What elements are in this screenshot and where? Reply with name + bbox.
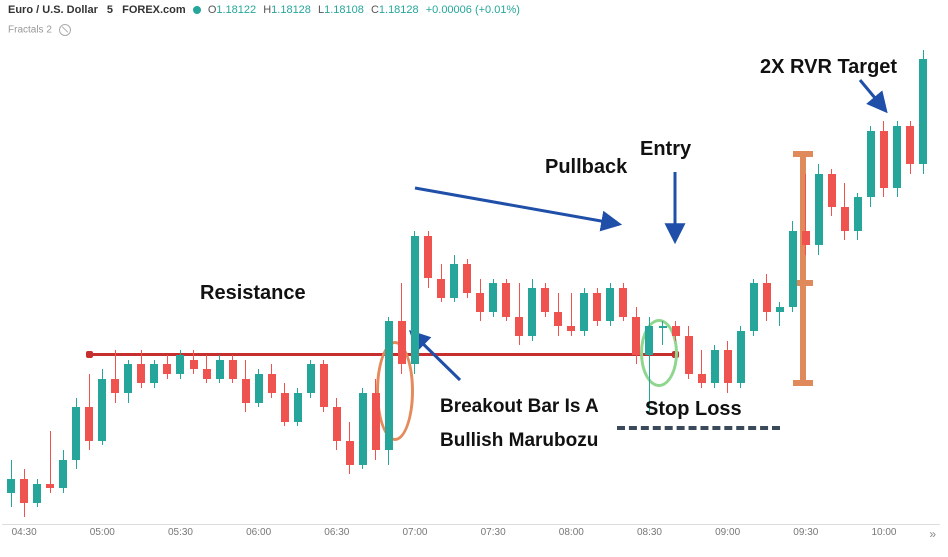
candle xyxy=(828,40,836,517)
label-pullback: Pullback xyxy=(545,156,627,179)
breakout-highlight-ellipse[interactable] xyxy=(376,341,414,441)
candle xyxy=(20,40,28,517)
candle xyxy=(398,40,406,517)
candle xyxy=(880,40,888,517)
candle xyxy=(359,40,367,517)
candle xyxy=(776,40,784,517)
candle xyxy=(789,40,797,517)
x-tick: 07:00 xyxy=(402,527,427,538)
candle xyxy=(424,40,432,517)
x-tick: 05:00 xyxy=(90,527,115,538)
candle xyxy=(229,40,237,517)
label-stoploss: Stop Loss xyxy=(645,398,742,421)
label-target: 2X RVR Target xyxy=(760,56,897,79)
candle xyxy=(85,40,93,517)
time-axis: » 04:30 05:00 05:30 06:00 06:30 07:00 07:30 08:… xyxy=(2,524,940,557)
candle xyxy=(606,40,614,517)
candle xyxy=(372,40,380,517)
candle xyxy=(320,40,328,517)
candle xyxy=(672,40,680,517)
candle xyxy=(150,40,158,517)
candle xyxy=(619,40,627,517)
candle xyxy=(163,40,171,517)
label-entry: Entry xyxy=(640,138,691,161)
candle xyxy=(919,40,927,517)
x-tick: 08:30 xyxy=(637,527,662,538)
status-dot xyxy=(193,6,201,14)
indicator-name: Fractals 2 xyxy=(8,25,52,36)
x-tick: 09:30 xyxy=(793,527,818,538)
candle xyxy=(190,40,198,517)
candle xyxy=(203,40,211,517)
candle xyxy=(724,40,732,517)
candle xyxy=(98,40,106,517)
candle xyxy=(124,40,132,517)
candle xyxy=(33,40,41,517)
x-tick: 10:00 xyxy=(871,527,896,538)
x-tick: 08:00 xyxy=(559,527,584,538)
candle xyxy=(737,40,745,517)
indicator-hide-icon[interactable] xyxy=(59,24,71,36)
candle xyxy=(802,40,810,517)
candle xyxy=(385,40,393,517)
candle xyxy=(854,40,862,517)
candle xyxy=(46,40,54,517)
candle xyxy=(632,40,640,517)
candle xyxy=(411,40,419,517)
candle xyxy=(216,40,224,517)
candle xyxy=(893,40,901,517)
x-tick: 05:30 xyxy=(168,527,193,538)
candle xyxy=(645,40,653,517)
x-tick: 06:30 xyxy=(324,527,349,538)
candle xyxy=(906,40,914,517)
candle xyxy=(763,40,771,517)
scroll-right-icon[interactable]: » xyxy=(929,527,936,541)
candle xyxy=(841,40,849,517)
candle xyxy=(137,40,145,517)
candle xyxy=(242,40,250,517)
label-breakout_l2: Bullish Marubozu xyxy=(440,430,598,452)
candle xyxy=(867,40,875,517)
candle xyxy=(111,40,119,517)
x-tick: 09:00 xyxy=(715,527,740,538)
candle xyxy=(750,40,758,517)
candle xyxy=(711,40,719,517)
candle xyxy=(659,40,667,517)
x-tick: 07:30 xyxy=(481,527,506,538)
timeframe: 5 xyxy=(107,4,113,16)
label-resistance: Resistance xyxy=(200,282,306,305)
candle xyxy=(815,40,823,517)
symbol-name: Euro / U.S. Dollar xyxy=(8,4,98,16)
data-source: FOREX.com xyxy=(122,4,186,16)
candle xyxy=(255,40,263,517)
candle xyxy=(281,40,289,517)
candle xyxy=(7,40,15,517)
x-tick: 04:30 xyxy=(12,527,37,538)
candle xyxy=(698,40,706,517)
candle xyxy=(176,40,184,517)
chart-header: Euro / U.S. Dollar 5 FOREX.com O1.18122 … xyxy=(8,4,524,16)
candle xyxy=(268,40,276,517)
candle xyxy=(59,40,67,517)
ohlc-readout: O1.18122 H1.18128 L1.18108 C1.18128 +0.0… xyxy=(208,4,524,16)
candle xyxy=(307,40,315,517)
label-breakout_l1: Breakout Bar Is A xyxy=(440,396,599,418)
x-tick: 06:00 xyxy=(246,527,271,538)
candle xyxy=(72,40,80,517)
candle xyxy=(685,40,693,517)
indicator-strip: Fractals 2 xyxy=(8,24,71,36)
candle xyxy=(346,40,354,517)
candle xyxy=(333,40,341,517)
candle xyxy=(294,40,302,517)
